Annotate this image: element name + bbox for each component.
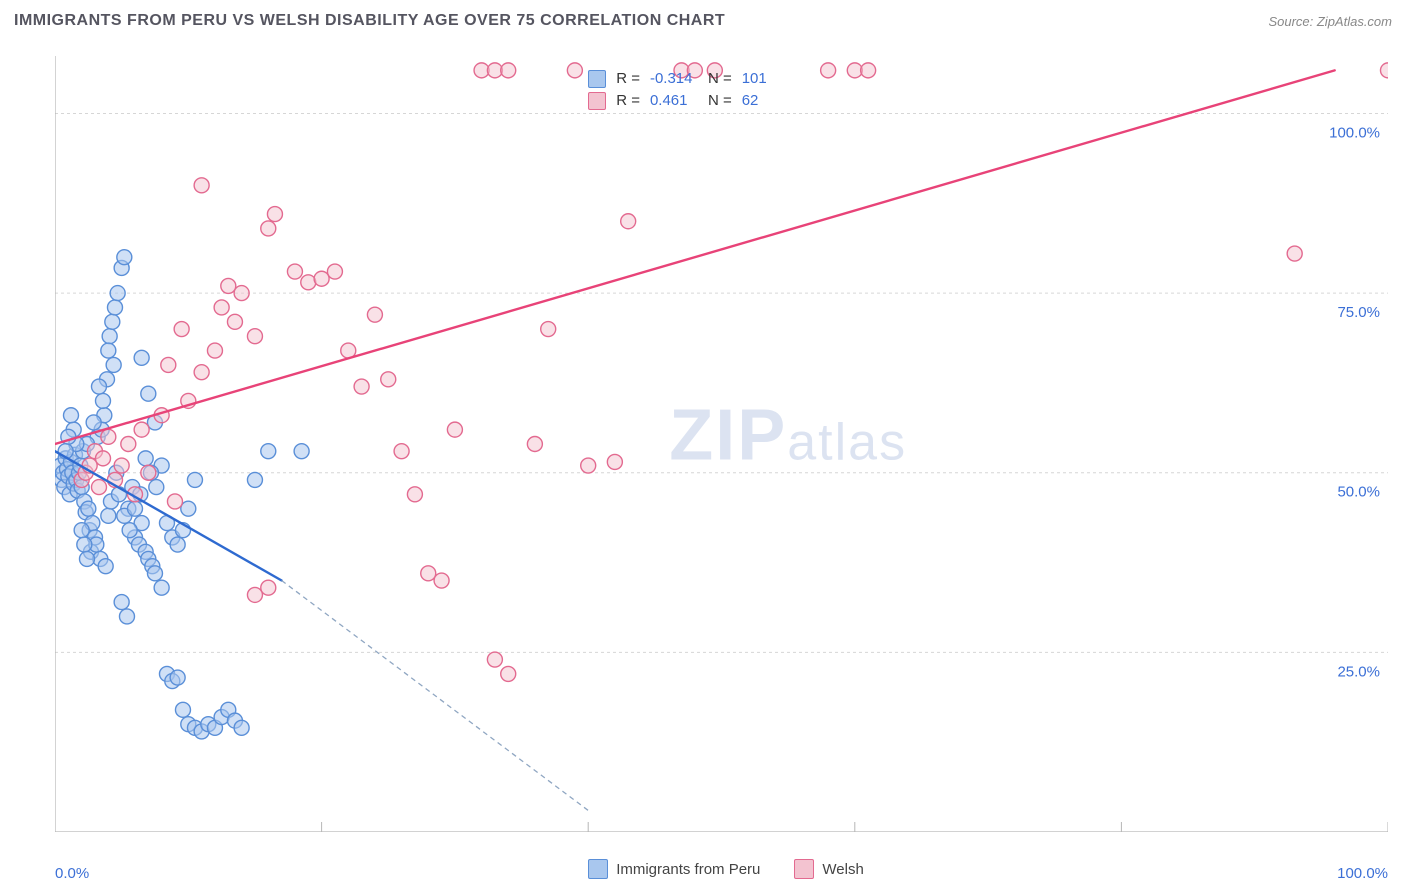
stats-r-label: R = — [616, 92, 640, 109]
plot-region: 25.0%50.0%75.0%100.0%ZIPatlas R =-0.314N… — [55, 56, 1388, 832]
stats-n-value: 62 — [742, 92, 772, 109]
chart-header: IMMIGRANTS FROM PERU VS WELSH DISABILITY… — [0, 0, 1406, 42]
svg-text:75.0%: 75.0% — [1337, 304, 1380, 321]
stats-n-label: N = — [708, 92, 732, 109]
stats-row-peru: R = -0.314 N = 101 — [588, 68, 772, 90]
stats-n-label: N = — [708, 70, 732, 87]
plot-svg: 25.0%50.0%75.0%100.0%ZIPatlas — [55, 56, 1388, 832]
stats-r-value: -0.314 — [650, 70, 698, 87]
x-axis-end-label: 100.0% — [1337, 865, 1388, 882]
legend-item-peru: Immigrants from Peru — [588, 859, 760, 879]
bottom-legend: 0.0% Immigrants from Peru Welsh 100.0% — [55, 856, 1388, 882]
svg-text:25.0%: 25.0% — [1337, 663, 1380, 680]
svg-text:50.0%: 50.0% — [1337, 484, 1380, 501]
stats-r-value: 0.461 — [650, 92, 698, 109]
source-label: Source: ZipAtlas.com — [1268, 14, 1392, 29]
legend-item-welsh: Welsh — [794, 859, 863, 879]
legend-label: Immigrants from Peru — [616, 861, 760, 878]
correlation-stats-box: R = -0.314 N = 101 R = 0.461 N = 62 — [588, 68, 772, 112]
legend-items: Immigrants from Peru Welsh — [588, 859, 864, 879]
stats-row-welsh: R = 0.461 N = 62 — [588, 90, 772, 112]
stats-swatch — [588, 92, 606, 110]
x-axis-start-label: 0.0% — [55, 865, 89, 882]
stats-r-label: R = — [616, 70, 640, 87]
legend-swatch — [794, 859, 814, 879]
chart-area: Disability Age Over 75 25.0%50.0%75.0%10… — [0, 42, 1406, 892]
legend-swatch — [588, 859, 608, 879]
legend-label: Welsh — [822, 861, 863, 878]
stats-n-value: 101 — [742, 70, 772, 87]
stats-swatch — [588, 70, 606, 88]
chart-title: IMMIGRANTS FROM PERU VS WELSH DISABILITY… — [14, 12, 725, 30]
svg-text:100.0%: 100.0% — [1329, 124, 1380, 141]
